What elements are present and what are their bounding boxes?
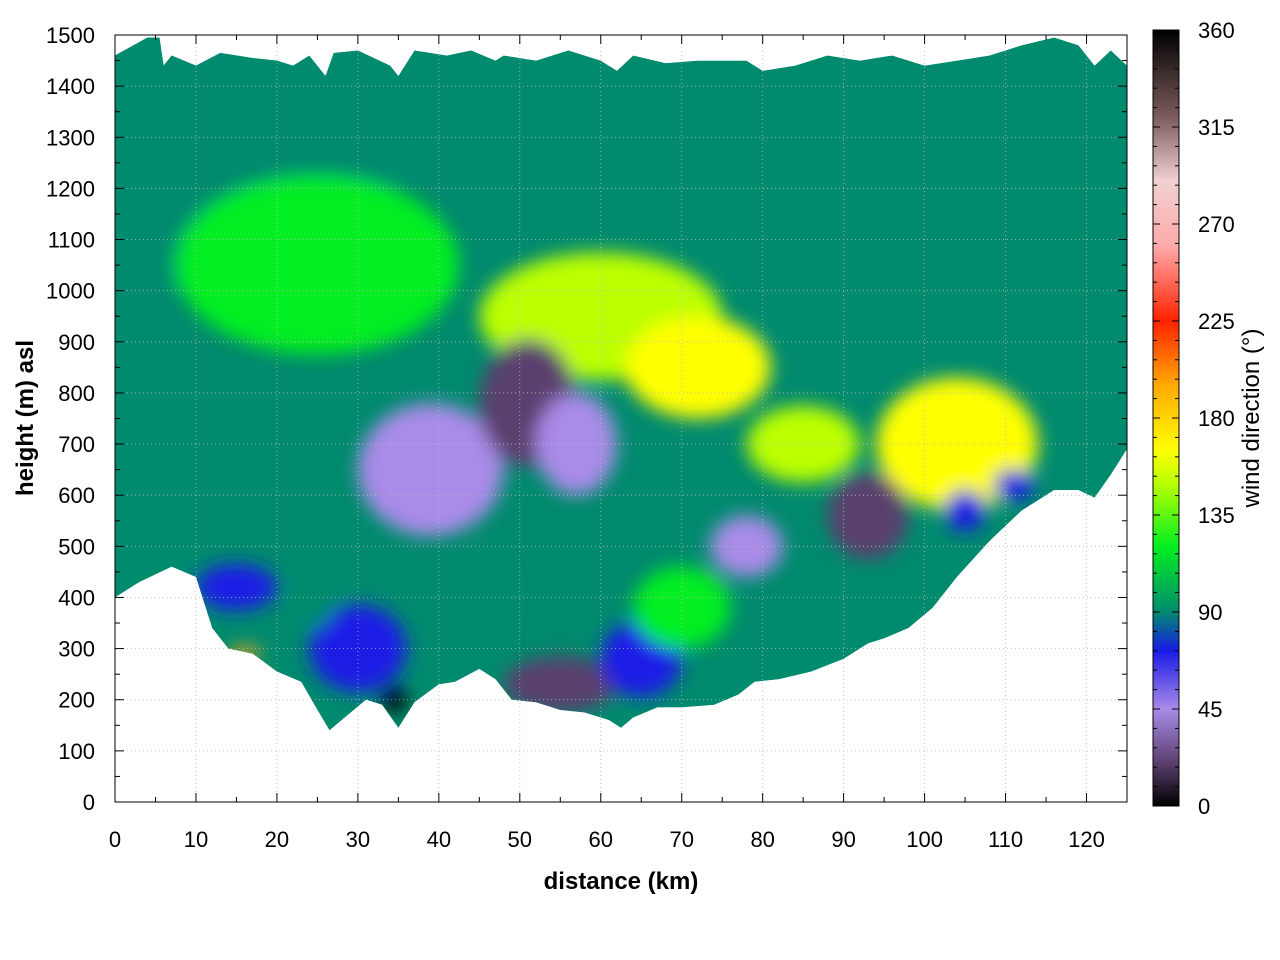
x-tick-label: 80 <box>750 827 774 852</box>
y-tick-label: 1400 <box>46 74 95 99</box>
colorbar: 0 45 90 135 180 225 270 315 360 wind direction (… <box>1152 18 1265 819</box>
x-tick-label: 40 <box>427 827 451 852</box>
field-clip-group <box>115 37 1127 731</box>
y-tick-label: 1500 <box>46 23 95 48</box>
y-tick-labels: 0 100 200 300 400 500 600 700 800 900 1000 1100 1200… <box>46 23 95 815</box>
y-tick-label: 300 <box>58 637 95 662</box>
axis-ticks <box>114 34 1127 803</box>
flow-feature-15 <box>297 546 338 629</box>
x-tick-label: 20 <box>265 827 289 852</box>
colorbar-tick-labels: 0 45 90 135 180 225 270 315 360 <box>1198 18 1235 819</box>
colorbar-tick-label: 45 <box>1198 697 1222 722</box>
y-tick-label: 100 <box>58 739 95 764</box>
flow-feature-7 <box>357 403 504 537</box>
y-tick-label: 1000 <box>46 279 95 304</box>
x-tick-label: 30 <box>346 827 370 852</box>
y-tick-label: 600 <box>58 483 95 508</box>
x-tick-label: 0 <box>109 827 121 852</box>
colorbar-tick-label: 180 <box>1198 406 1235 431</box>
flow-feature-17 <box>195 564 277 611</box>
x-axis-title: distance (km) <box>544 868 699 895</box>
flow-feature-13 <box>309 605 407 693</box>
x-tick-label: 110 <box>988 827 1023 852</box>
x-tick-label: 100 <box>906 827 943 852</box>
colorbar-tick-label: 90 <box>1198 600 1222 625</box>
x-tick-label: 60 <box>589 827 613 852</box>
flow-feature-12 <box>503 656 617 713</box>
y-tick-label: 500 <box>58 534 95 559</box>
colorbar-tick-label: 135 <box>1198 503 1235 528</box>
x-tick-label: 50 <box>508 827 532 852</box>
flow-feature-11 <box>710 515 783 578</box>
colorbar-tick-label: 270 <box>1198 212 1235 237</box>
y-tick-label: 0 <box>83 790 95 815</box>
colorbar-tick-label: 225 <box>1198 309 1235 334</box>
x-tick-label: 120 <box>1068 827 1105 852</box>
x-tick-label: 10 <box>184 827 208 852</box>
flow-feature-22 <box>228 647 261 661</box>
flow-feature-10 <box>827 472 909 560</box>
flow-feature-4 <box>625 316 771 419</box>
y-tick-label: 700 <box>58 432 95 457</box>
flow-feature-20 <box>993 469 1034 501</box>
flow-feature-19 <box>944 490 986 531</box>
y-tick-label: 1300 <box>46 125 95 150</box>
colorbar-tick-label: 360 <box>1198 18 1235 43</box>
flow-feature-1 <box>681 73 1127 304</box>
flow-feature-21 <box>382 686 407 713</box>
y-tick-label: 400 <box>58 585 95 610</box>
y-tick-label: 1200 <box>46 176 95 201</box>
colorbar-tick-label: 0 <box>1198 794 1210 819</box>
x-tick-label: 70 <box>669 827 693 852</box>
flow-feature-9 <box>535 392 617 496</box>
flow-feature-2 <box>175 175 460 355</box>
y-tick-label: 1100 <box>48 228 95 253</box>
y-tick-label: 800 <box>58 381 95 406</box>
colorbar-title: wind direction (°) <box>1238 329 1265 509</box>
y-axis-title: height (m) asl <box>12 340 39 496</box>
y-tick-label: 200 <box>58 688 95 713</box>
wind-direction-field <box>115 37 1127 731</box>
grid-lines <box>115 35 1127 802</box>
y-tick-label: 900 <box>58 330 95 355</box>
colorbar-ticks <box>1153 29 1179 807</box>
x-tick-labels: 0 10 20 30 40 50 60 70 80 90 100 110 120 <box>109 827 1105 852</box>
x-tick-label: 90 <box>831 827 855 852</box>
colorbar-tick-label: 315 <box>1198 115 1235 140</box>
